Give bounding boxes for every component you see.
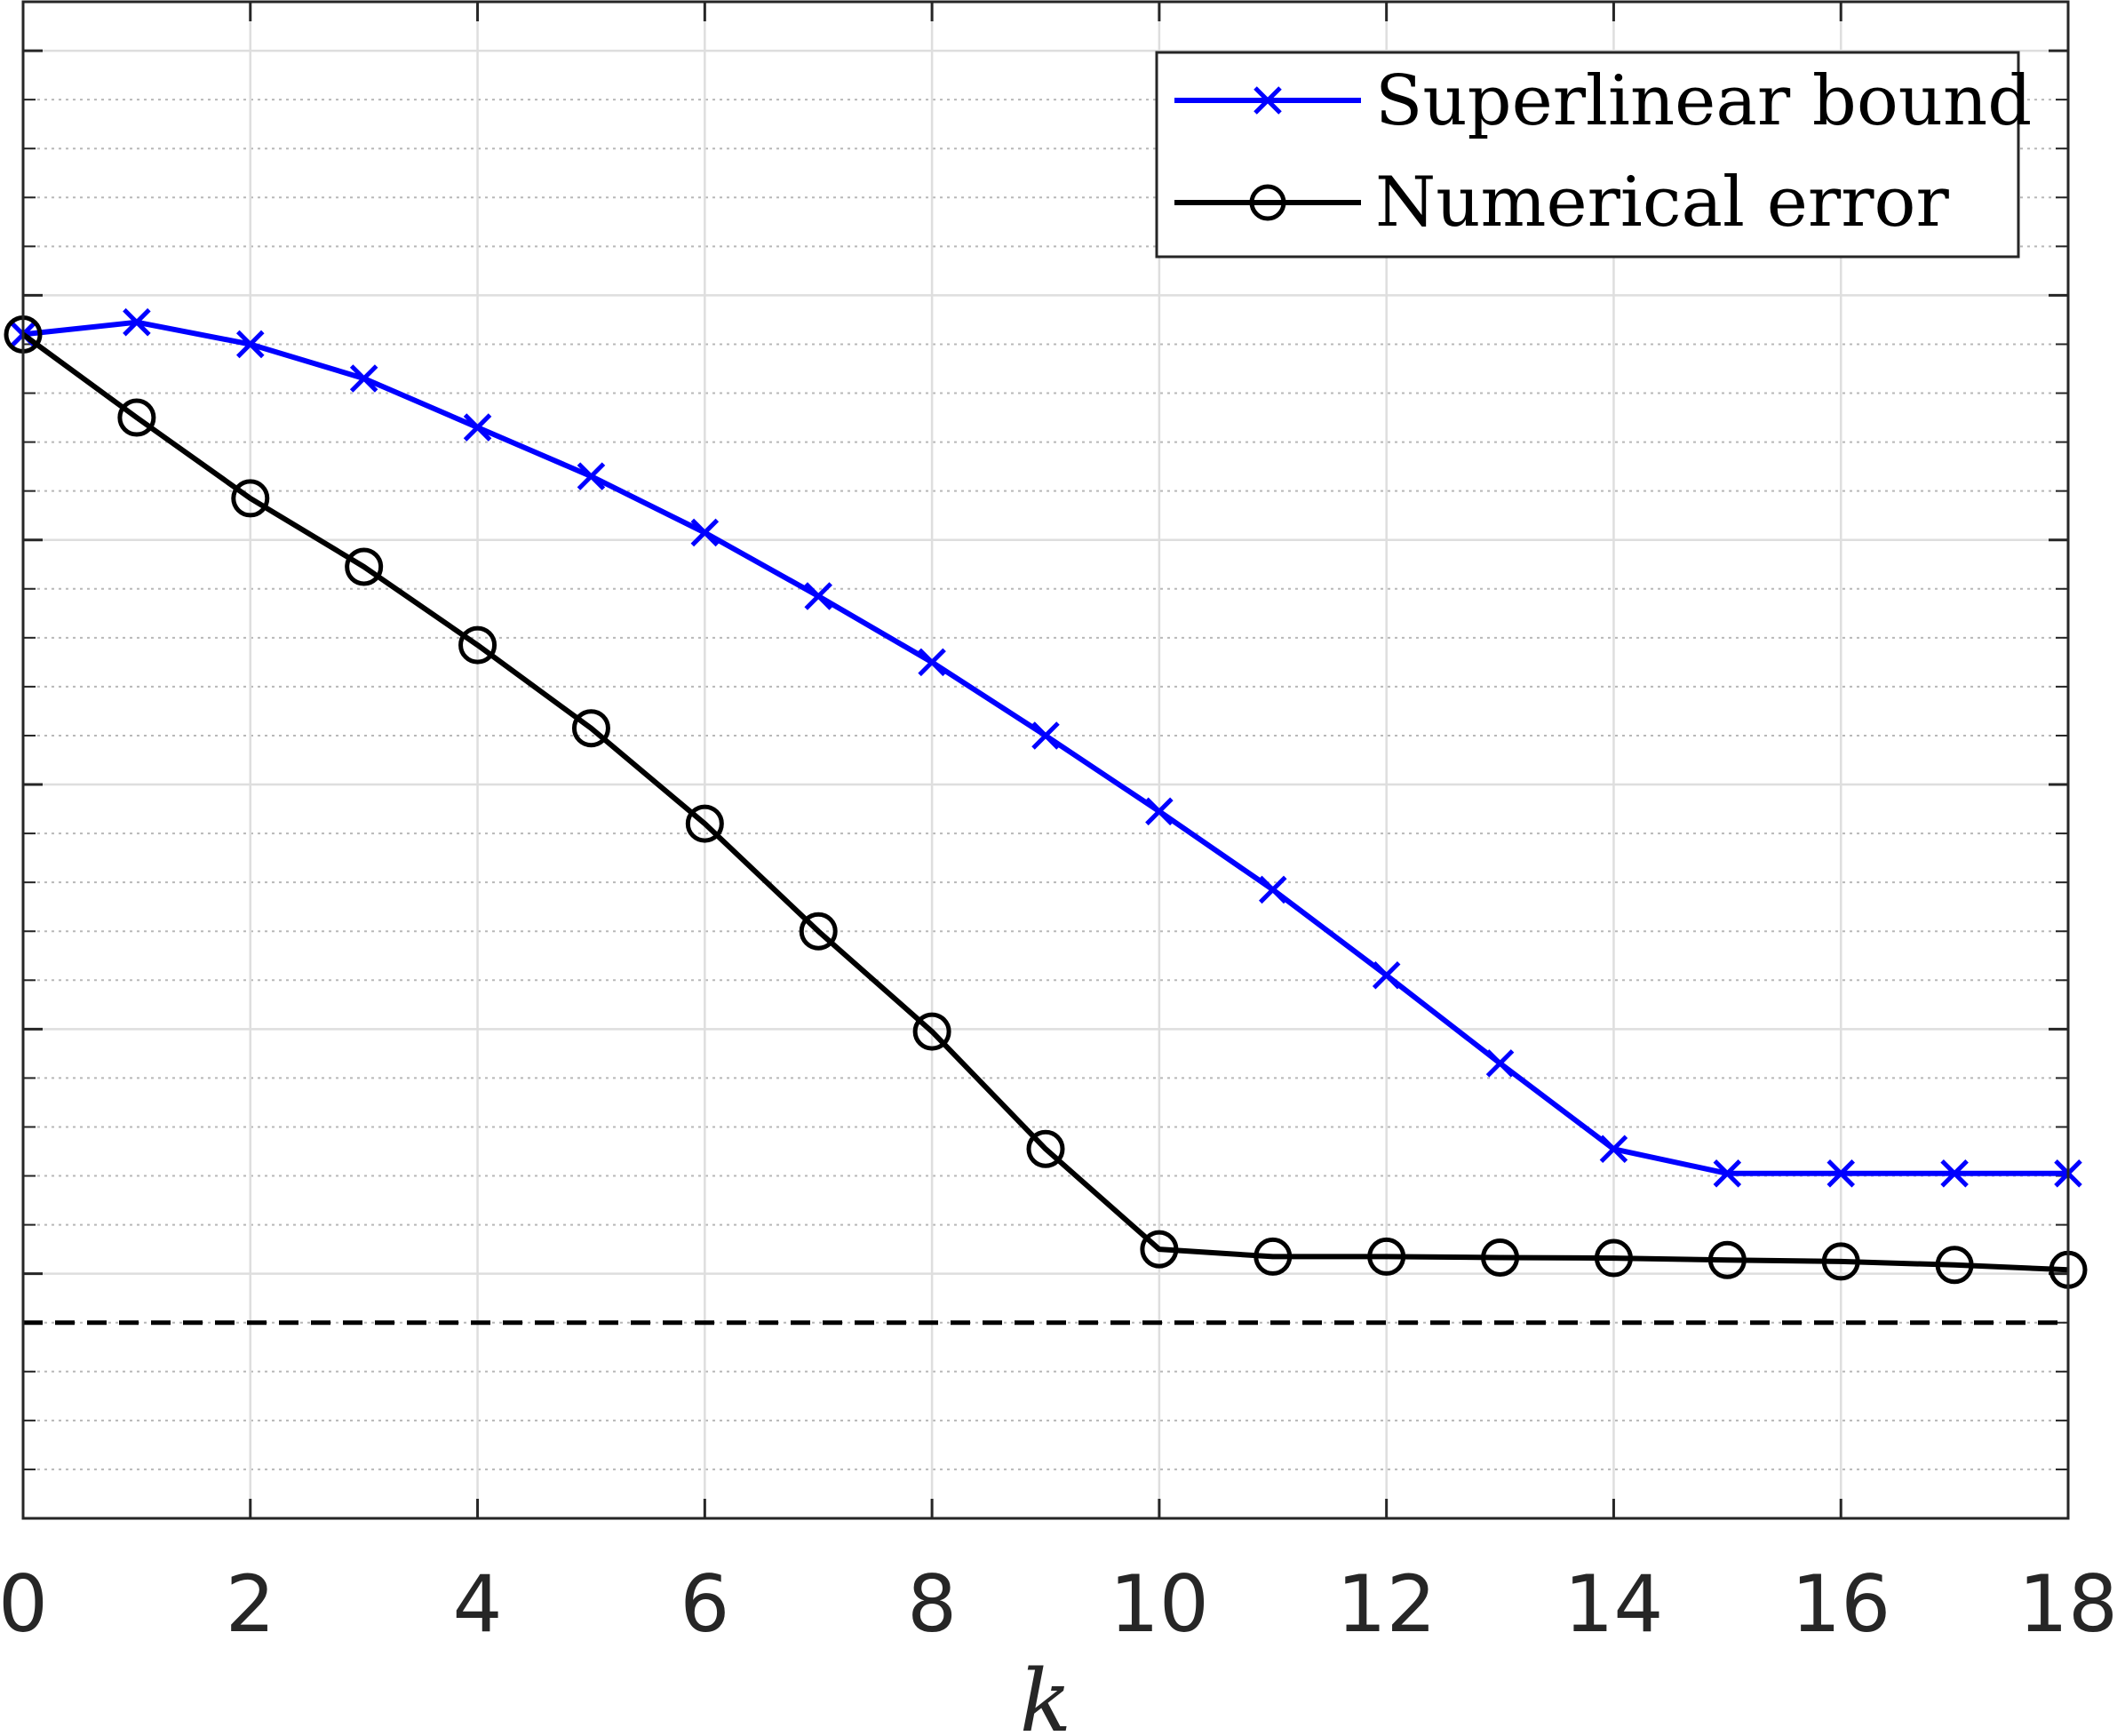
- x-marker: [123, 307, 151, 337]
- x-marker: [1145, 797, 1174, 826]
- x-marker: [690, 518, 720, 547]
- x-marker: [1599, 1135, 1628, 1164]
- data-point-superlinear-bound: [577, 462, 606, 490]
- x-tick-label: 16: [1791, 1558, 1890, 1650]
- data-point-superlinear-bound: [1940, 1159, 1969, 1188]
- data-point-numerical-error: [1594, 1238, 1633, 1278]
- x-tick-label: 4: [453, 1558, 503, 1650]
- data-point-numerical-error: [117, 398, 156, 437]
- legend-label-numerical-error: Numerical error: [1375, 163, 1949, 243]
- data-point-numerical-error: [1707, 1240, 1747, 1279]
- x-marker: [1485, 1049, 1515, 1078]
- data-point-superlinear-bound: [349, 364, 378, 393]
- x-marker: [236, 330, 265, 359]
- series-line-numerical-error: [21, 331, 2069, 1273]
- data-point-numerical-error: [1935, 1246, 1974, 1285]
- x-marker: [804, 582, 832, 610]
- data-point-numerical-error: [231, 479, 270, 518]
- x-marker: [918, 648, 946, 677]
- x-marker: [1372, 961, 1401, 990]
- data-point-superlinear-bound: [1485, 1049, 1515, 1078]
- data-point-numerical-error: [912, 1012, 951, 1051]
- data-point-superlinear-bound: [1145, 797, 1174, 826]
- data-point-numerical-error: [799, 912, 838, 951]
- x-marker: [1827, 1159, 1855, 1188]
- x-tick-label: 2: [226, 1558, 275, 1650]
- legend: Superlinear bound Numerical error: [1155, 51, 2032, 259]
- data-point-superlinear-bound: [1259, 875, 1287, 904]
- data-point-superlinear-bound: [1599, 1135, 1628, 1164]
- x-tick-label: 8: [907, 1558, 957, 1650]
- data-point-numerical-error: [571, 709, 610, 748]
- data-point-superlinear-bound: [1372, 961, 1401, 990]
- x-tick-labels: 0 2 4 6 8 10 12 14 16 18: [0, 1558, 2117, 1650]
- legend-box: [1155, 51, 2020, 259]
- data-point-superlinear-bound: [1827, 1159, 1855, 1188]
- plot-frame: [21, 0, 2070, 1520]
- data-point-numerical-error: [1140, 1230, 1179, 1269]
- x-tick-label: 14: [1564, 1558, 1663, 1650]
- data-point-superlinear-bound: [123, 307, 151, 337]
- data-point-numerical-error: [345, 547, 384, 586]
- x-marker: [577, 462, 606, 490]
- data-point-superlinear-bound: [463, 413, 492, 442]
- data-point-superlinear-bound: [918, 648, 946, 677]
- data-point-superlinear-bound: [1031, 721, 1060, 750]
- x-marker: [349, 364, 378, 393]
- data-point-numerical-error: [458, 625, 497, 665]
- x-tick-label: 10: [1110, 1558, 1209, 1650]
- legend-marker-circle-icon: [1249, 184, 1286, 221]
- data-point-numerical-error: [1026, 1129, 1065, 1168]
- data-point-superlinear-bound: [236, 330, 265, 359]
- data-point-numerical-error: [1481, 1238, 1520, 1278]
- data-point-superlinear-bound: [690, 518, 720, 547]
- data-point-numerical-error: [1253, 1237, 1293, 1276]
- x-marker: [1940, 1159, 1969, 1188]
- x-marker: [1031, 721, 1060, 750]
- x-marker: [1259, 875, 1287, 904]
- x-tick-label: 0: [0, 1558, 48, 1650]
- legend-marker-x-icon: [1253, 86, 1282, 115]
- x-tick-label: 6: [680, 1558, 729, 1650]
- series-layer: [4, 307, 2088, 1289]
- data-point-superlinear-bound: [804, 582, 832, 610]
- legend-label-superlinear-bound: Superlinear bound: [1375, 61, 2032, 141]
- data-point-numerical-error: [1367, 1237, 1406, 1276]
- data-point-superlinear-bound: [1713, 1159, 1742, 1188]
- x-tick-label: 18: [2018, 1558, 2117, 1650]
- x-marker: [1713, 1159, 1742, 1188]
- x-tick-label: 12: [1337, 1558, 1437, 1650]
- x-marker: [463, 413, 492, 442]
- data-point-numerical-error: [1821, 1242, 1860, 1281]
- data-point-numerical-error: [685, 804, 724, 843]
- x-axis-label: k: [1020, 1652, 1071, 1736]
